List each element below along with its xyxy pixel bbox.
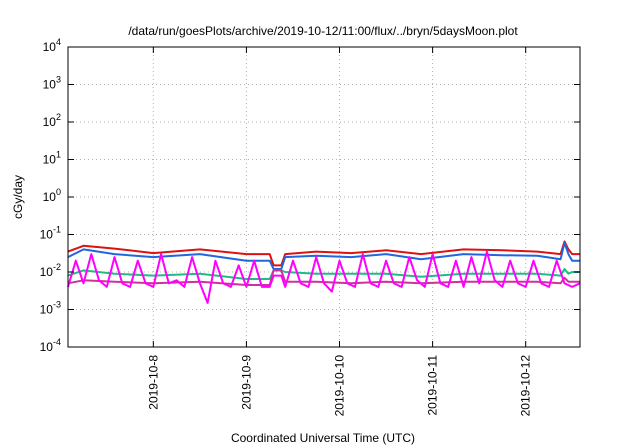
x-tick-label: 2019-10-9: [239, 355, 253, 410]
y-axis: 104 103 102 101 100 10-1 10-2 10-3 10-4: [40, 37, 580, 354]
x-tick-label: 2019-10-10: [333, 355, 347, 417]
series-layer: [67, 240, 581, 304]
series-line-3: [67, 268, 580, 280]
y-tick-label: 10-1: [40, 225, 61, 242]
y-tick-label: 10-4: [40, 337, 61, 354]
series-line-2: [67, 241, 580, 270]
y-tick-label: 10-3: [40, 300, 61, 317]
y-tick-label: 10-2: [40, 262, 61, 279]
y-tick-label: 102: [43, 112, 61, 129]
x-axis-label: Coordinated Universal Time (UTC): [231, 431, 415, 445]
y-tick-label: 100: [43, 187, 61, 204]
x-tick-label: 2019-10-11: [426, 355, 440, 416]
y-tick-label: 101: [43, 150, 61, 167]
x-tick-label: 2019-10-12: [519, 355, 533, 417]
x-axis: 2019-10-8 2019-10-9 2019-10-10 2019-10-11 20…: [146, 47, 533, 417]
series-line-1: [67, 240, 580, 267]
y-tick-label: 103: [43, 75, 61, 92]
grid: [68, 47, 580, 347]
series-line-5: [67, 250, 581, 304]
x-tick-label: 2019-10-8: [146, 355, 160, 410]
chart-title: /data/run/goesPlots/archive/2019-10-12/1…: [128, 24, 518, 38]
y-axis-label: cGy/day: [11, 175, 25, 219]
y-tick-label: 104: [43, 37, 61, 54]
